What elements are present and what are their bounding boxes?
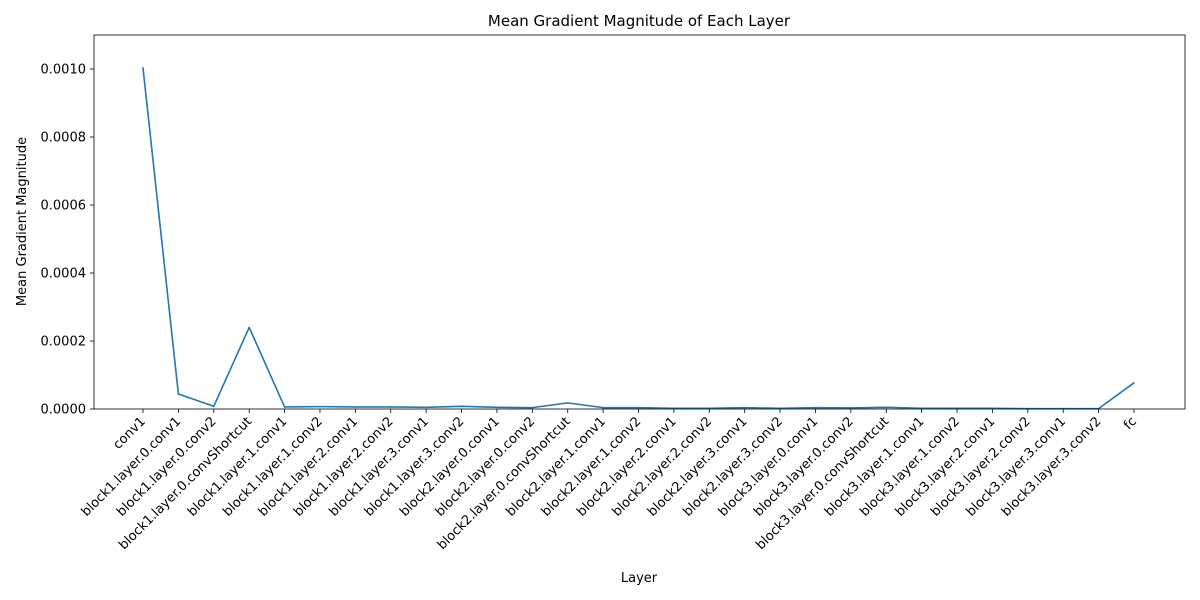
data-point	[142, 67, 144, 69]
data-point	[389, 406, 392, 408]
data-point	[283, 406, 286, 408]
y-tick-label: 0.0004	[41, 267, 87, 282]
y-tick-label: 0.0008	[41, 131, 87, 146]
data-point	[319, 405, 321, 408]
data-point	[354, 406, 357, 408]
data-point	[850, 407, 852, 409]
y-tick-label: 0.0010	[41, 63, 87, 78]
y-axis-label: Mean Gradient Magnitude	[15, 137, 30, 306]
data-point	[496, 406, 498, 409]
data-point	[637, 406, 640, 409]
x-axis-label: Layer	[621, 571, 658, 586]
data-point	[602, 406, 604, 409]
y-tick-label: 0.0002	[41, 335, 87, 350]
data-point	[1133, 382, 1135, 384]
data-point	[425, 406, 427, 409]
y-tick-label: 0.0006	[41, 199, 87, 214]
plot-frame	[93, 34, 1186, 410]
data-point	[885, 406, 888, 409]
data-point	[460, 405, 463, 408]
plot-area: 0.00000.00020.00040.00060.00080.0010conv…	[41, 34, 1186, 553]
data-point	[531, 406, 534, 409]
data-point	[566, 402, 569, 404]
data-point	[814, 406, 817, 409]
y-tick-label: 0.0000	[41, 403, 87, 418]
data-point	[743, 406, 746, 409]
chart-title: Mean Gradient Magnitude of Each Layer	[488, 12, 791, 30]
data-point	[212, 405, 215, 408]
data-point	[177, 393, 180, 395]
data-point	[248, 326, 250, 329]
